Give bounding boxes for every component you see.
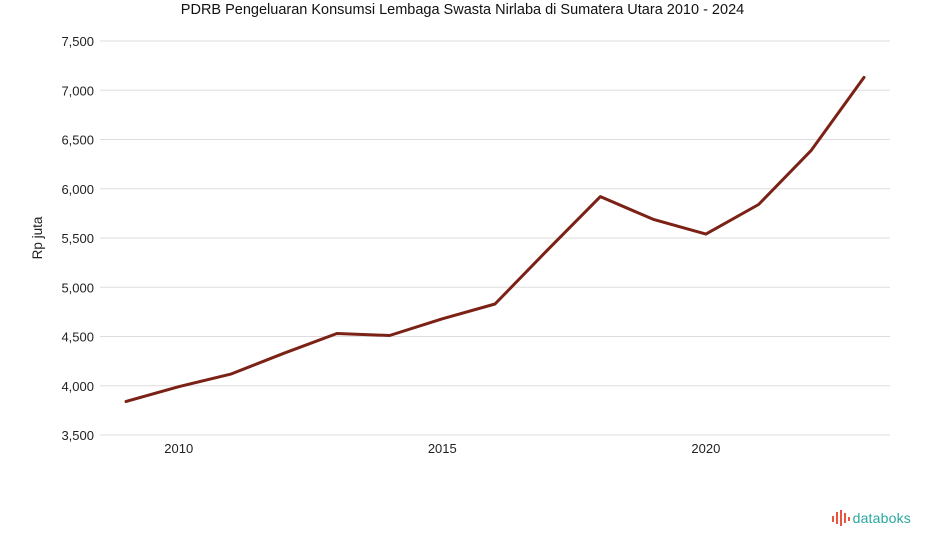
x-tick-label: 2020 (691, 441, 720, 456)
y-tick-label: 6,000 (61, 182, 94, 197)
y-tick-label: 4,000 (61, 379, 94, 394)
x-axis-ticks: 2010 2015 2020 (164, 441, 720, 456)
y-axis-label: Rp juta (30, 216, 45, 259)
y-tick-label: 7,500 (61, 34, 94, 49)
y-tick-label: 6,500 (61, 133, 94, 148)
y-tick-label: 5,000 (61, 280, 94, 295)
databoks-logo-text: databoks (852, 510, 911, 526)
data-series (124, 75, 866, 403)
y-tick-label: 3,500 (61, 428, 94, 443)
x-tick-label: 2010 (164, 441, 193, 456)
y-axis-ticks: 3,500 4,000 4,500 5,000 5,500 6,000 6,500 7,000… (61, 34, 94, 443)
gridlines (100, 40, 890, 436)
y-tick-label: 7,000 (61, 83, 94, 98)
chart-title: PDRB Pengeluaran Konsumsi Lembaga Swasta… (180, 2, 745, 18)
databoks-logo-icon (831, 510, 850, 526)
databoks-logo: databoks (831, 510, 911, 526)
x-tick-label: 2015 (428, 441, 457, 456)
y-tick-label: 5,500 (61, 231, 94, 246)
series-line (124, 75, 866, 403)
y-tick-label: 4,500 (61, 330, 94, 345)
